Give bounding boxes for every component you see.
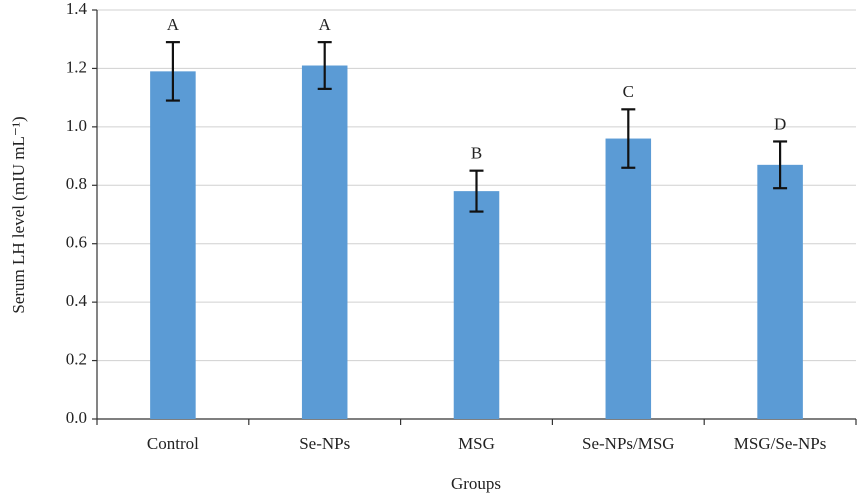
bar — [605, 138, 652, 420]
x-tick-label: Control — [147, 434, 199, 453]
y-tick-label: 1.4 — [66, 0, 88, 18]
bar — [453, 191, 500, 419]
y-tick-label: 1.0 — [66, 116, 87, 135]
y-tick-label: 1.2 — [66, 57, 87, 76]
y-tick-label: 0.8 — [66, 174, 87, 193]
x-tick-label: Se-NPs — [299, 434, 350, 453]
x-tick-label: MSG/Se-NPs — [734, 434, 827, 453]
annotation: A — [319, 15, 332, 34]
x-axis-label: Groups — [451, 474, 501, 493]
annotation: A — [167, 15, 180, 34]
y-tick-label: 0.6 — [66, 233, 87, 252]
annotation: D — [774, 114, 786, 133]
y-tick-label: 0.4 — [66, 291, 88, 310]
bar — [301, 65, 348, 419]
bar — [757, 164, 803, 419]
bar — [150, 71, 196, 419]
x-tick-label: MSG — [458, 434, 495, 453]
y-axis-label: Serum LH level (mIU mL⁻¹) — [9, 116, 28, 313]
y-tick-label: 0.2 — [66, 349, 87, 368]
y-tick-label: 0.0 — [66, 408, 87, 427]
x-tick-label: Se-NPs/MSG — [582, 434, 675, 453]
annotation: C — [623, 82, 634, 101]
annotation: B — [471, 144, 482, 163]
